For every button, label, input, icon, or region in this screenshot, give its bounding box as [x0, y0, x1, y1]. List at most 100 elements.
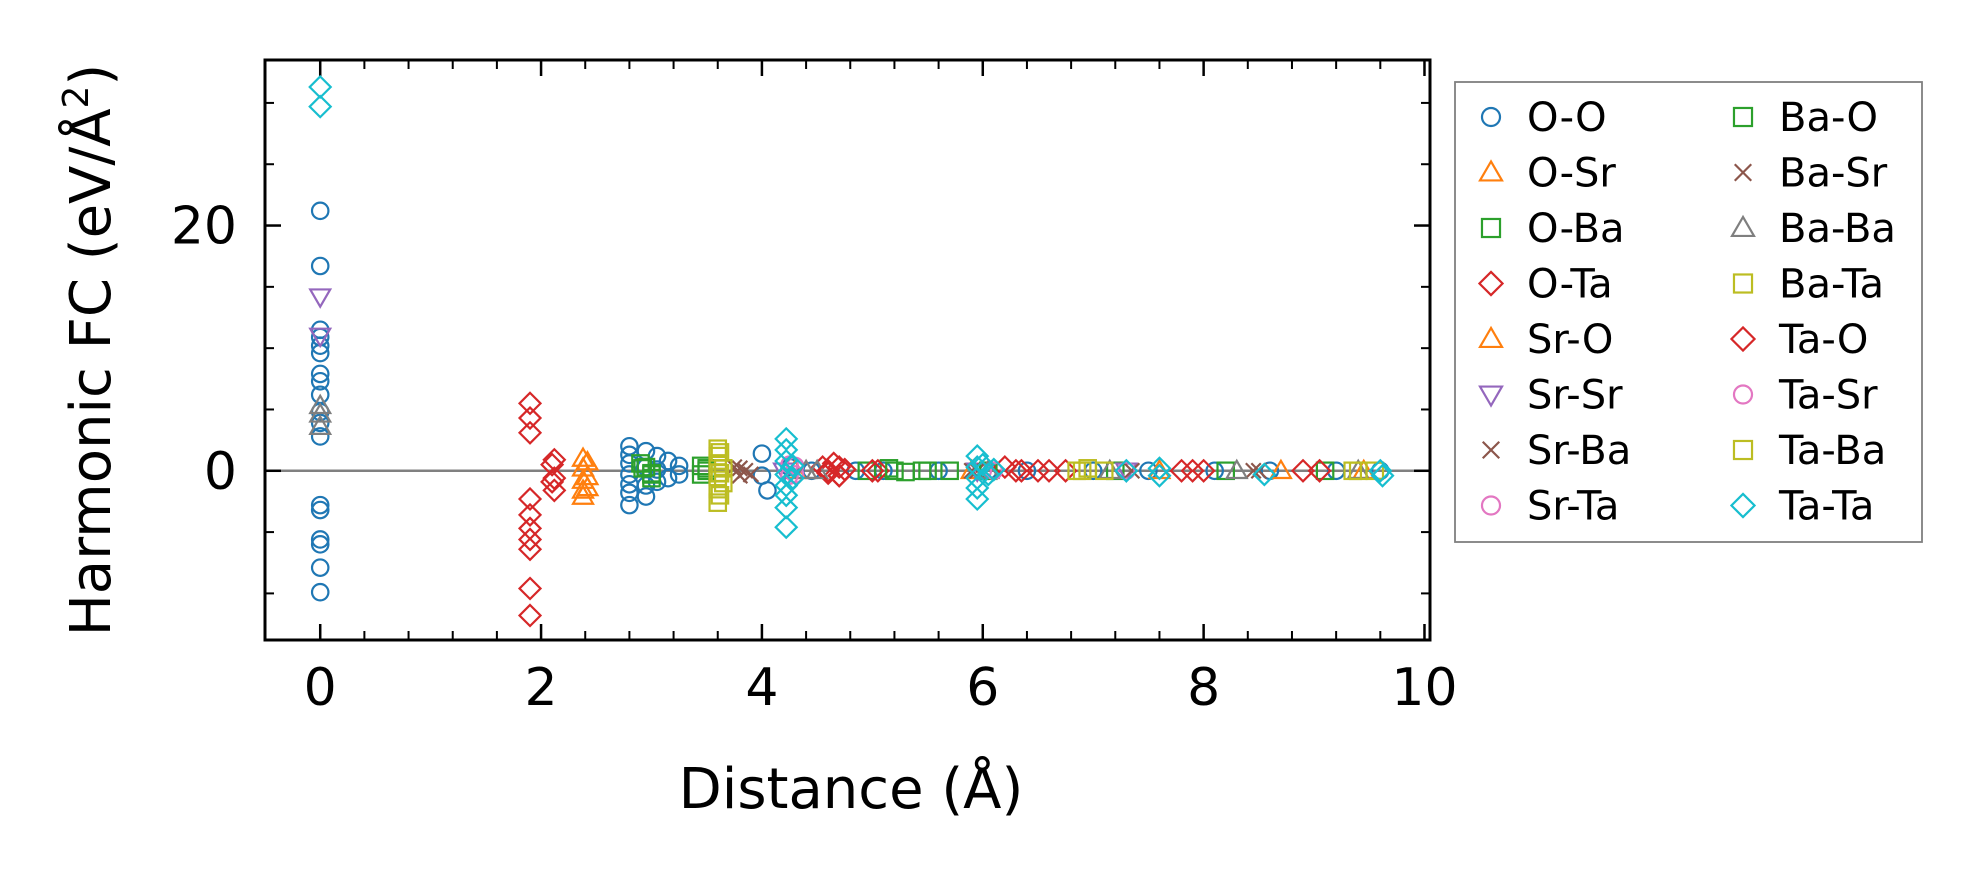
data-point — [1307, 458, 1332, 483]
legend-item: Sr-Ta — [1480, 484, 1619, 530]
data-point — [774, 483, 799, 508]
data-point — [758, 481, 777, 500]
y-axis-label-close: ) — [59, 64, 124, 86]
data-point — [774, 437, 799, 462]
x-axis-label: Distance (Å) — [679, 756, 1024, 822]
data-point — [731, 460, 749, 477]
data-point — [1205, 461, 1224, 481]
legend-marker — [1478, 385, 1504, 408]
data-marks — [308, 74, 1395, 628]
data-point — [1370, 463, 1395, 488]
data-point — [540, 469, 565, 494]
legend-label: O-Ba — [1527, 206, 1625, 252]
legend-marker — [1730, 214, 1756, 238]
data-point — [517, 502, 543, 527]
data-point — [517, 537, 543, 562]
legend-label: Ba-Ba — [1779, 206, 1896, 252]
data-point — [1290, 458, 1316, 483]
legend-item: O-Sr — [1478, 151, 1616, 197]
series-ta-ba — [710, 443, 1363, 505]
data-point — [708, 454, 728, 473]
legend-marker — [1480, 217, 1502, 239]
data-point — [620, 495, 639, 515]
legend-label: O-Ta — [1527, 262, 1613, 308]
legend-item: Ta-Ba — [1732, 428, 1886, 474]
y-tick-label: 0 — [204, 442, 237, 502]
data-point — [517, 576, 543, 601]
data-point — [575, 450, 600, 471]
data-point — [710, 443, 730, 462]
data-point — [517, 603, 543, 628]
y-axis-label-main: Harmonic FC (eV/Å — [58, 108, 124, 636]
legend-label: O-Sr — [1527, 151, 1616, 197]
data-point — [310, 371, 330, 391]
data-point — [310, 256, 330, 276]
legend-item: Ta-Sr — [1732, 373, 1878, 419]
data-point — [517, 527, 543, 552]
x-tick-label: 0 — [304, 658, 337, 718]
data-point — [1053, 458, 1078, 483]
data-point — [310, 582, 330, 602]
legend-item: Ba-Ta — [1732, 262, 1884, 308]
legend-marker — [1732, 106, 1754, 128]
series-o-ta — [517, 391, 1332, 628]
data-point — [860, 458, 885, 483]
data-point — [713, 473, 733, 493]
data-point — [308, 94, 333, 119]
legend-label: Ta-Ba — [1778, 428, 1886, 474]
legend-item: O-O — [1480, 95, 1607, 141]
x-tick-label: 4 — [745, 658, 778, 718]
legend-item: Ba-O — [1732, 95, 1878, 141]
data-point — [1009, 458, 1034, 483]
legend-marker — [1481, 440, 1501, 460]
data-point — [517, 420, 543, 445]
data-point — [865, 458, 890, 483]
legend-item: Sr-Ba — [1481, 428, 1631, 474]
data-point — [1072, 461, 1092, 481]
data-point — [1245, 462, 1262, 480]
data-point — [1036, 458, 1062, 483]
data-point — [710, 463, 730, 483]
axes: 0 2 4 6 8 10 0 20 — [171, 58, 1458, 718]
data-point — [780, 466, 805, 491]
x-tick-label: 8 — [1187, 658, 1220, 718]
x-tick-label: 6 — [966, 658, 999, 718]
legend-item: Ba-Ba — [1730, 206, 1896, 252]
legend-marker — [1480, 495, 1502, 516]
data-point — [540, 452, 565, 477]
data-point — [308, 393, 333, 415]
legend-marker — [1477, 270, 1505, 297]
data-point — [857, 461, 877, 481]
data-point — [965, 475, 990, 501]
legend-marker — [1732, 439, 1754, 461]
series-o-o — [310, 201, 1390, 602]
data-point — [310, 495, 330, 515]
data-point — [308, 402, 333, 423]
legend-item: O-Ta — [1477, 262, 1613, 308]
data-point — [310, 427, 330, 446]
legend-label: Sr-Ba — [1527, 428, 1631, 474]
legend-label: Ba-Ta — [1779, 262, 1884, 308]
legend-marker — [1478, 159, 1504, 182]
data-point — [970, 452, 995, 477]
data-point — [575, 464, 600, 486]
data-point — [965, 486, 990, 512]
data-point — [308, 414, 333, 435]
y-tick-label: 20 — [171, 197, 237, 257]
data-point — [631, 454, 650, 473]
data-point — [310, 500, 330, 520]
y-axis-label: Harmonic FC (eV/Å2) — [56, 64, 124, 637]
data-point — [1343, 461, 1363, 481]
data-point — [780, 453, 805, 478]
data-point — [310, 535, 330, 554]
legend-label: Ta-O — [1778, 317, 1868, 363]
data-point — [517, 486, 543, 512]
legend-box — [1454, 81, 1923, 543]
legend-item: Ba-Sr — [1733, 151, 1888, 197]
data-point — [1169, 458, 1194, 483]
legend-marker — [1732, 384, 1754, 405]
legend-item: Ta-Ta — [1729, 484, 1874, 530]
legend-label: Ba-Sr — [1779, 151, 1888, 197]
data-point — [308, 288, 333, 309]
data-point — [517, 405, 543, 431]
